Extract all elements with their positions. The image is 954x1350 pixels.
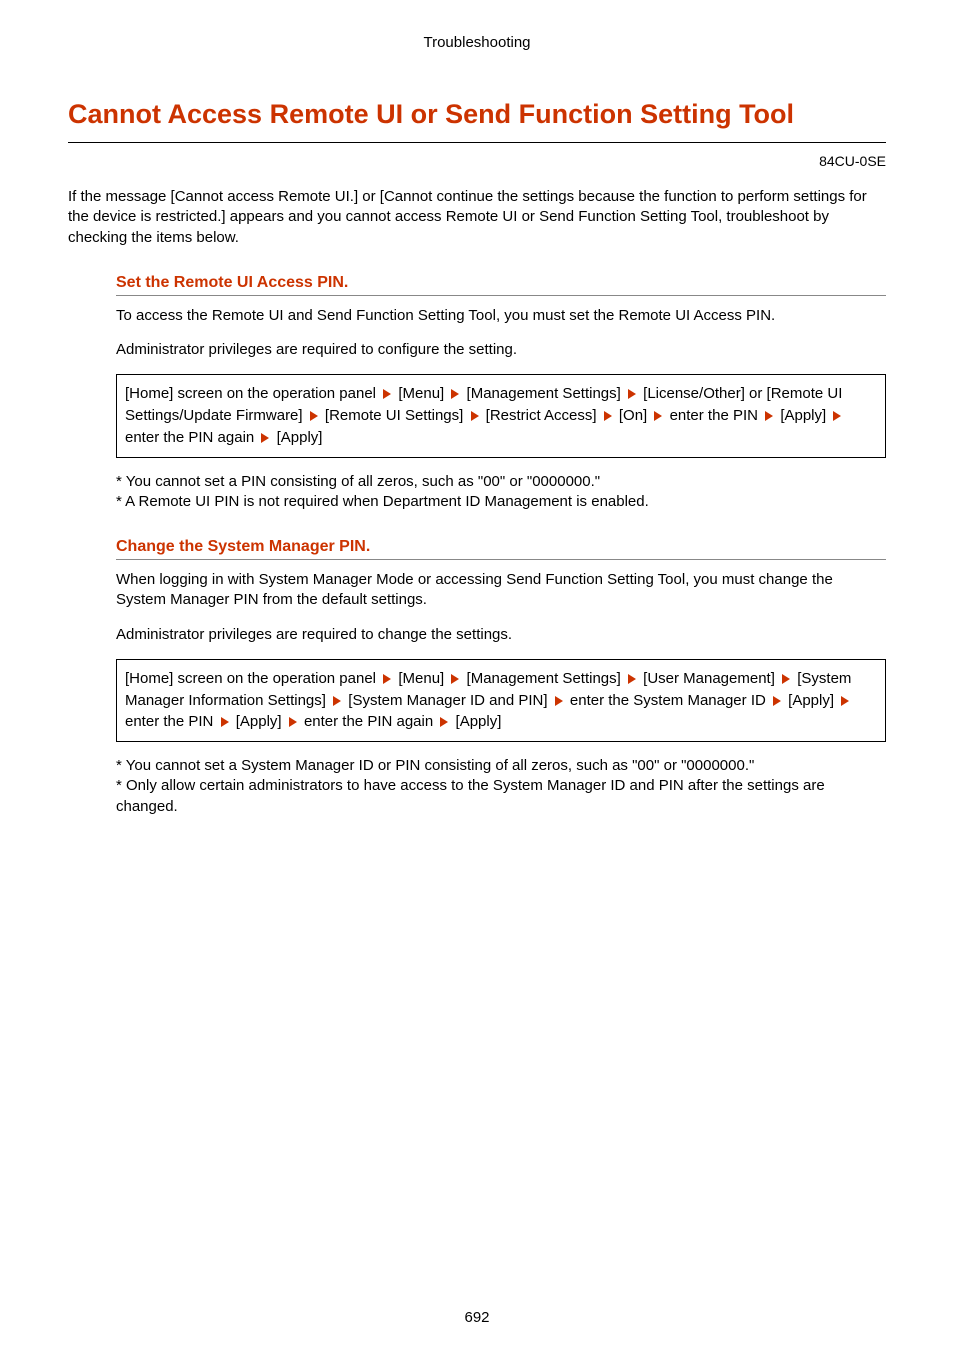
section-paragraph: Administrator privileges are required to…	[116, 340, 886, 360]
triangle-right-icon	[289, 717, 297, 727]
triangle-right-icon	[654, 411, 662, 421]
note-line: * You cannot set a System Manager ID or …	[116, 756, 886, 776]
triangle-right-icon	[221, 717, 229, 727]
section-notes: * You cannot set a System Manager ID or …	[116, 756, 886, 817]
triangle-right-icon	[773, 696, 781, 706]
nav-step: [On]	[619, 407, 647, 424]
triangle-right-icon	[628, 389, 636, 399]
triangle-right-icon	[841, 696, 849, 706]
section-notes: * You cannot set a PIN consisting of all…	[116, 472, 886, 513]
intro-paragraph: If the message [Cannot access Remote UI.…	[68, 187, 886, 248]
nav-step: enter the PIN again	[304, 713, 433, 730]
section-paragraph: When logging in with System Manager Mode…	[116, 570, 886, 611]
note-line: * A Remote UI PIN is not required when D…	[116, 492, 886, 512]
nav-step: [Menu]	[398, 385, 444, 402]
nav-step: [System Manager ID and PIN]	[348, 692, 547, 709]
note-line: * Only allow certain administrators to h…	[116, 776, 886, 817]
page-number: 692	[0, 1309, 954, 1326]
section-heading: Change the System Manager PIN.	[116, 538, 886, 560]
triangle-right-icon	[604, 411, 612, 421]
triangle-right-icon	[451, 674, 459, 684]
triangle-right-icon	[451, 389, 459, 399]
triangle-right-icon	[833, 411, 841, 421]
nav-step: [User Management]	[643, 670, 775, 687]
nav-step: [Management Settings]	[467, 670, 621, 687]
nav-step: enter the PIN	[125, 713, 213, 730]
section-set-remote-ui-pin: Set the Remote UI Access PIN. To access …	[116, 274, 886, 512]
nav-step: [Restrict Access]	[486, 407, 597, 424]
nav-step: [Management Settings]	[467, 385, 621, 402]
triangle-right-icon	[261, 433, 269, 443]
nav-step: enter the PIN again	[125, 429, 254, 446]
section-paragraph: To access the Remote UI and Send Functio…	[116, 306, 886, 326]
navigation-path-box: [Home] screen on the operation panel [Me…	[116, 659, 886, 742]
note-line: * You cannot set a PIN consisting of all…	[116, 472, 886, 492]
triangle-right-icon	[628, 674, 636, 684]
section-heading: Set the Remote UI Access PIN.	[116, 274, 886, 296]
nav-step: [Remote UI Settings]	[325, 407, 463, 424]
triangle-right-icon	[440, 717, 448, 727]
header-category: Troubleshooting	[68, 34, 886, 51]
nav-step: [Apply]	[277, 429, 323, 446]
triangle-right-icon	[310, 411, 318, 421]
triangle-right-icon	[333, 696, 341, 706]
nav-step: [Home] screen on the operation panel	[125, 385, 376, 402]
nav-step: [Apply]	[788, 692, 834, 709]
triangle-right-icon	[471, 411, 479, 421]
nav-step: [Menu]	[398, 670, 444, 687]
page-title: Cannot Access Remote UI or Send Function…	[68, 99, 886, 143]
nav-step: [Apply]	[236, 713, 282, 730]
document-code: 84CU-0SE	[68, 153, 886, 169]
triangle-right-icon	[555, 696, 563, 706]
triangle-right-icon	[782, 674, 790, 684]
section-paragraph: Administrator privileges are required to…	[116, 625, 886, 645]
page: Troubleshooting Cannot Access Remote UI …	[0, 0, 954, 1350]
triangle-right-icon	[383, 674, 391, 684]
section-change-system-manager-pin: Change the System Manager PIN. When logg…	[116, 538, 886, 817]
nav-step: enter the System Manager ID	[570, 692, 766, 709]
navigation-path-box: [Home] screen on the operation panel [Me…	[116, 374, 886, 457]
nav-step: enter the PIN	[670, 407, 758, 424]
triangle-right-icon	[383, 389, 391, 399]
nav-step: [Apply]	[780, 407, 826, 424]
triangle-right-icon	[765, 411, 773, 421]
nav-step: [Apply]	[456, 713, 502, 730]
nav-step: [Home] screen on the operation panel	[125, 670, 376, 687]
